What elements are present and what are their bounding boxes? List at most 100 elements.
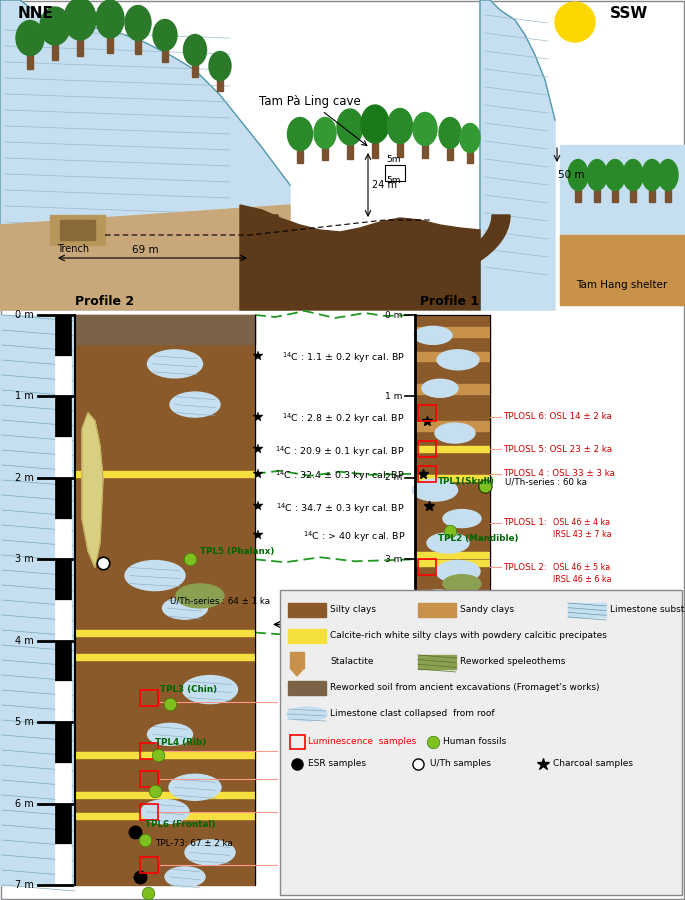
Text: SSW: SSW (610, 6, 648, 21)
Text: Stalactite: Stalactite (330, 658, 373, 667)
Ellipse shape (147, 350, 203, 378)
Bar (75, 315, 255, 885)
Polygon shape (260, 215, 510, 285)
Text: Limestone clast collapsed  from roof: Limestone clast collapsed from roof (330, 709, 495, 718)
Ellipse shape (162, 597, 208, 619)
Bar (418, 441, 436, 457)
Ellipse shape (40, 7, 70, 45)
Text: TPLOSL 1:: TPLOSL 1: (503, 518, 547, 527)
Ellipse shape (182, 676, 238, 704)
Bar (467, 152, 473, 163)
Bar (415, 421, 490, 430)
Text: Reworked soil from ancient excavations (Fromaget's works): Reworked soil from ancient excavations (… (330, 683, 599, 692)
Bar (415, 315, 490, 681)
Bar (560, 235, 685, 305)
Bar (55, 437, 71, 478)
Bar (415, 609, 490, 616)
Bar (447, 148, 453, 160)
Text: 2 m: 2 m (15, 472, 34, 483)
Bar (55, 356, 71, 396)
Bar (75, 654, 255, 660)
Polygon shape (0, 205, 290, 310)
Polygon shape (290, 668, 304, 676)
Bar (75, 813, 255, 819)
Bar (140, 804, 158, 820)
Text: $^{14}$C : 2.8 ± 0.2 kyr cal. BP: $^{14}$C : 2.8 ± 0.2 kyr cal. BP (282, 411, 405, 426)
Bar (415, 446, 490, 453)
Bar (560, 145, 685, 305)
Text: PFG  63 ± 12 ka: PFG 63 ± 12 ka (338, 817, 402, 826)
Text: TPLOSL 6: OSL 14 ± 2 ka: TPLOSL 6: OSL 14 ± 2 ka (503, 412, 612, 421)
Ellipse shape (153, 20, 177, 50)
Ellipse shape (16, 21, 44, 56)
Ellipse shape (605, 159, 625, 191)
Bar (192, 65, 198, 77)
Polygon shape (480, 0, 555, 310)
Bar (415, 384, 490, 394)
Ellipse shape (623, 159, 643, 191)
Text: Profile 1: Profile 1 (420, 295, 479, 308)
Text: ESR samples: ESR samples (308, 760, 366, 769)
Bar (288, 603, 326, 617)
Bar (415, 328, 490, 337)
Text: TPLOSL 2:: TPLOSL 2: (503, 562, 547, 572)
Bar (140, 742, 158, 759)
Bar (415, 475, 490, 481)
Text: /~ 5 m: /~ 5 m (317, 607, 353, 616)
Ellipse shape (436, 561, 480, 582)
Ellipse shape (176, 584, 224, 608)
Bar (290, 652, 304, 668)
Ellipse shape (287, 707, 327, 721)
Ellipse shape (165, 867, 205, 886)
Bar (397, 143, 403, 157)
Bar (0, 0, 685, 310)
Text: IRSL 43 ± 7 ka: IRSL 43 ± 7 ka (553, 530, 612, 539)
Ellipse shape (184, 34, 206, 66)
Bar (665, 190, 671, 202)
Bar (55, 641, 71, 681)
Text: 1 m: 1 m (15, 392, 34, 401)
Text: TPL6 (Frontal): TPL6 (Frontal) (145, 820, 215, 829)
Bar (322, 148, 328, 160)
Text: pIR-IRSL 74 ± 11 ka: pIR-IRSL 74 ± 11 ka (338, 806, 417, 814)
Bar (55, 763, 71, 804)
Polygon shape (240, 205, 480, 310)
Bar (75, 752, 255, 758)
Ellipse shape (443, 575, 481, 593)
Ellipse shape (424, 647, 466, 667)
Bar (0, 315, 75, 885)
Text: IRSL 46 ± 6 ka: IRSL 46 ± 6 ka (553, 575, 612, 584)
Bar (162, 50, 168, 62)
Bar (27, 55, 33, 69)
Text: 5m: 5m (386, 155, 401, 164)
Ellipse shape (361, 105, 389, 143)
Ellipse shape (388, 109, 412, 143)
Ellipse shape (125, 5, 151, 40)
Bar (649, 190, 655, 202)
Text: $^{14}$C : 1.1 ± 0.2 kyr cal. BP: $^{14}$C : 1.1 ± 0.2 kyr cal. BP (282, 350, 405, 365)
Ellipse shape (658, 159, 678, 191)
Text: 3 m: 3 m (384, 554, 402, 563)
Bar (568, 603, 606, 617)
Ellipse shape (413, 112, 437, 146)
Text: 5 m: 5 m (15, 717, 34, 727)
Text: TPL3 (Chin): TPL3 (Chin) (160, 685, 217, 694)
Text: $^{14}$C : 20.9 ± 0.1 kyr cal. BP: $^{14}$C : 20.9 ± 0.1 kyr cal. BP (275, 444, 405, 459)
Text: TPL1(Skull): TPL1(Skull) (438, 477, 495, 486)
Text: TPLOSL 13:: TPLOSL 13: (280, 772, 329, 781)
Bar (55, 315, 71, 356)
Bar (418, 603, 456, 617)
Text: Limestone substratum: Limestone substratum (610, 606, 685, 615)
Bar (55, 396, 71, 437)
Text: OSL 48 ± 5 ka: OSL 48 ± 5 ka (338, 696, 395, 705)
Text: Calcite-rich white silty clays with powdery calcitic precipates: Calcite-rich white silty clays with powd… (330, 632, 607, 641)
Ellipse shape (435, 423, 475, 443)
Ellipse shape (439, 118, 461, 148)
Text: 0 m: 0 m (384, 310, 402, 320)
Bar (385, 165, 405, 181)
Bar (55, 681, 71, 722)
Ellipse shape (414, 327, 452, 345)
Bar (418, 560, 436, 575)
Text: Luminescence  samples: Luminescence samples (308, 737, 416, 746)
Text: 6 m: 6 m (15, 798, 34, 808)
